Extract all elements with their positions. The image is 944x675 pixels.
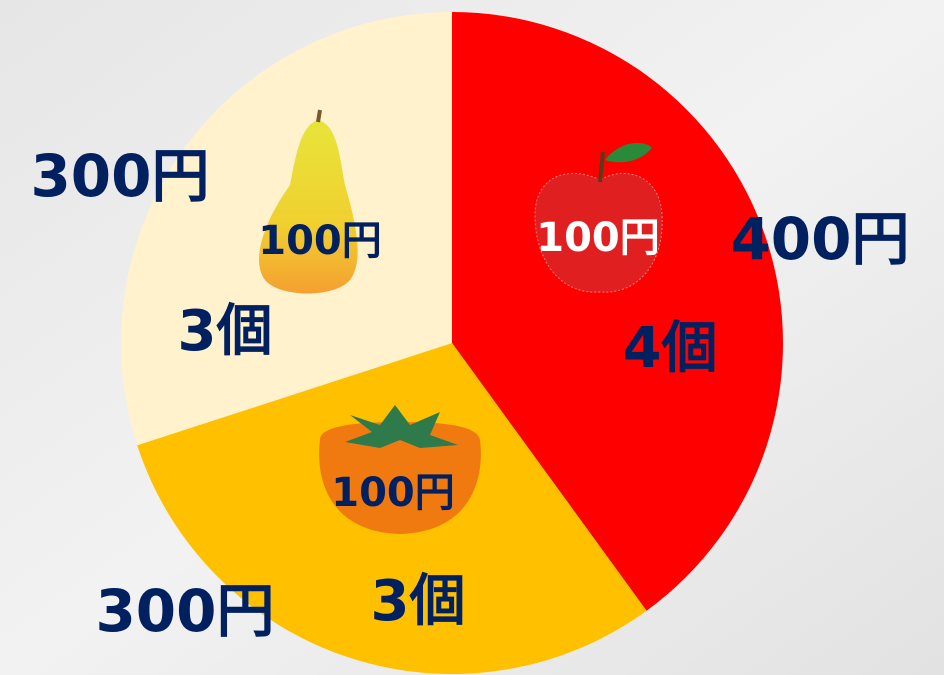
value-label: 300円 <box>30 142 209 210</box>
count-label: 4個 <box>623 316 718 381</box>
count-label: 3個 <box>371 569 466 634</box>
price-label: 100円 <box>258 218 382 264</box>
value-label: 300円 <box>95 577 274 645</box>
price-label: 100円 <box>536 215 660 261</box>
pie-slice <box>452 12 783 611</box>
persimmon-icon <box>319 405 481 534</box>
price-label: 100円 <box>331 470 455 516</box>
pear-icon <box>259 109 358 294</box>
count-label: 3個 <box>178 299 273 364</box>
value-label: 400円 <box>730 205 909 273</box>
apple-icon <box>534 143 663 293</box>
